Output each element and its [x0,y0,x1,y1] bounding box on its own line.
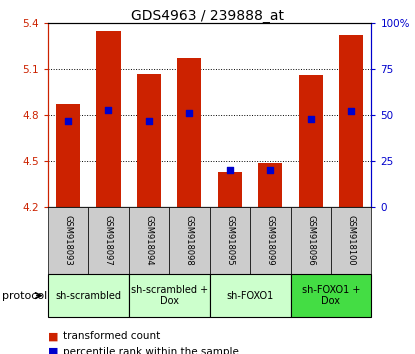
Text: protocol: protocol [2,291,47,301]
Text: GSM918098: GSM918098 [185,215,194,266]
Text: sh-FOXO1: sh-FOXO1 [227,291,273,301]
Text: sh-FOXO1 +
Dox: sh-FOXO1 + Dox [302,285,360,307]
Point [186,110,193,116]
Bar [56,104,80,207]
Text: GSM918093: GSM918093 [63,215,73,266]
Bar [258,162,282,207]
Text: ■: ■ [48,331,58,341]
Text: GSM918097: GSM918097 [104,215,113,266]
Point [105,107,112,112]
Point [308,116,314,121]
Text: GSM918100: GSM918100 [347,215,356,266]
Point [348,109,354,114]
Text: GSM918099: GSM918099 [266,215,275,266]
Point [65,118,71,124]
Text: ■: ■ [48,347,58,354]
Text: GDS4963 / 239888_at: GDS4963 / 239888_at [131,9,284,23]
Bar [299,75,323,207]
Point [267,167,273,173]
Text: GSM918094: GSM918094 [144,215,154,266]
Text: sh-scrambled +
Dox: sh-scrambled + Dox [131,285,208,307]
Text: percentile rank within the sample: percentile rank within the sample [63,347,239,354]
Bar [177,58,202,207]
Bar [339,35,364,207]
Point [227,167,233,173]
Bar [137,74,161,207]
Text: transformed count: transformed count [63,331,161,341]
Text: GSM918096: GSM918096 [306,215,315,266]
Text: sh-scrambled: sh-scrambled [55,291,121,301]
Bar [218,172,242,207]
Text: GSM918095: GSM918095 [225,215,234,266]
Point [146,118,152,124]
Bar [96,31,120,207]
